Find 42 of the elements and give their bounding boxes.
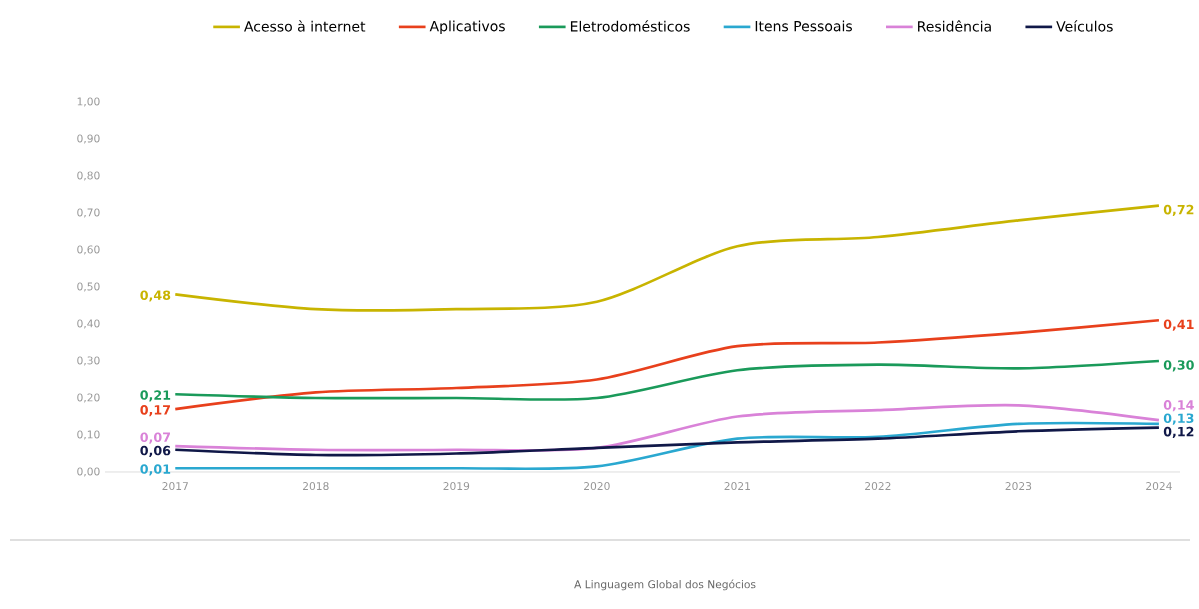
- y-tick-label: 0,50: [77, 282, 100, 292]
- y-tick-label: 0,60: [77, 245, 100, 255]
- y-tick-label: 0,20: [77, 393, 100, 403]
- legend-label: Acesso à internet: [244, 20, 366, 32]
- data-label: 0,07: [140, 432, 170, 444]
- data-label: 0,13: [1163, 413, 1194, 425]
- x-tick-label: 2019: [443, 482, 470, 491]
- data-label: 0,12: [1163, 426, 1194, 438]
- x-tick-label: 2021: [724, 482, 750, 491]
- legend-label: Aplicativos: [429, 20, 505, 35]
- line-series: [173, 204, 1161, 312]
- y-tick-label: 0,70: [77, 208, 100, 218]
- x-tick-label: 2024: [1146, 482, 1172, 491]
- data-label: 0,48: [140, 290, 171, 302]
- data-label: 0,17: [140, 405, 170, 417]
- legend-label: Itens Pessoais: [755, 20, 853, 32]
- x-tick-label: 2023: [1005, 482, 1032, 491]
- line-series: [173, 421, 1161, 471]
- legend-label: Veículos: [1056, 20, 1113, 32]
- data-label: 0,30: [1163, 360, 1194, 372]
- y-tick-label: 0,90: [77, 134, 100, 144]
- x-tick-label: 2020: [584, 482, 610, 491]
- line-series: [173, 318, 1161, 411]
- text: A Linguagem Global dos Negócios: [574, 579, 756, 591]
- y-tick-label: 0,30: [77, 356, 100, 366]
- data-label: 0,41: [1163, 319, 1194, 331]
- x-tick-label: 2022: [865, 482, 891, 491]
- data-label: 0,06: [140, 445, 171, 457]
- line-series: [173, 426, 1161, 457]
- x-tick-label: 2017: [162, 482, 188, 491]
- legend-label: Eletrodomésticos: [570, 20, 690, 32]
- data-label: 0,21: [140, 390, 171, 402]
- y-tick-label: 0,00: [77, 467, 100, 477]
- y-tick-label: 1,00: [77, 97, 100, 107]
- data-label: 0,72: [1163, 204, 1194, 216]
- y-tick-label: 0,40: [77, 319, 100, 329]
- data-label: 0,01: [140, 464, 171, 476]
- legend-label: Residência: [918, 20, 991, 32]
- y-tick-label: 0,80: [77, 171, 100, 181]
- x-tick-label: 2018: [302, 482, 329, 491]
- y-tick-label: 0,10: [77, 430, 100, 440]
- data-label: 0,14: [1163, 400, 1194, 412]
